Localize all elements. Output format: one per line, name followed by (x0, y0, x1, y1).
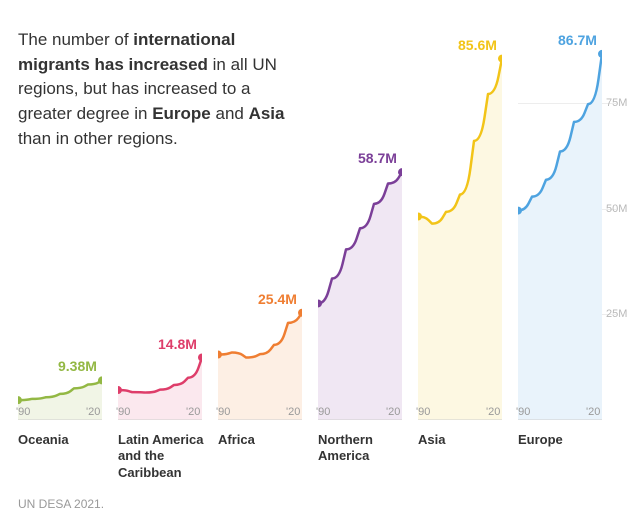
tick-start: '90 (216, 406, 230, 418)
tick-start: '90 (516, 406, 530, 418)
panel-africa (218, 40, 302, 420)
tick-end: '20 (286, 406, 300, 418)
value-label-oceania: 9.38M (58, 358, 97, 374)
end-marker (598, 50, 602, 58)
area-fill (518, 54, 602, 420)
panel-latin-america (118, 40, 202, 420)
tick-end: '20 (586, 406, 600, 418)
panel-name-northern-america: Northern America (318, 432, 400, 465)
end-marker (498, 55, 502, 63)
panel-name-asia: Asia (418, 432, 488, 448)
panel-name-europe: Europe (518, 432, 588, 448)
tick-start: '90 (416, 406, 430, 418)
tick-start: '90 (116, 406, 130, 418)
panel-svg-northern-america (318, 40, 402, 420)
panel-northern-america (318, 40, 402, 420)
panel-svg-latin-america (118, 40, 202, 420)
panel-asia (418, 40, 502, 420)
panel-name-latin-america: Latin America and the Caribbean (118, 432, 214, 481)
area-fill (318, 172, 402, 420)
tick-end: '20 (86, 406, 100, 418)
y-axis-label: 50M (606, 203, 627, 215)
area-fill (418, 59, 502, 420)
panel-svg-europe (518, 40, 602, 420)
tick-end: '20 (486, 406, 500, 418)
panel-name-oceania: Oceania (18, 432, 88, 448)
value-label-northern-america: 58.7M (358, 150, 397, 166)
panel-europe (518, 40, 602, 420)
area-fill (218, 313, 302, 420)
tick-end: '20 (186, 406, 200, 418)
value-label-asia: 85.6M (458, 37, 497, 53)
tick-end: '20 (386, 406, 400, 418)
value-label-africa: 25.4M (258, 291, 297, 307)
source-attribution: UN DESA 2021. (18, 497, 104, 511)
end-marker (198, 354, 202, 362)
y-axis-label: 75M (606, 97, 627, 109)
tick-start: '90 (16, 406, 30, 418)
chart-area: 25M 50M 75M 9.38M '90 '20 Oceania 14.8M '90 '20 La… (0, 0, 640, 525)
value-label-latin-america: 14.8M (158, 336, 197, 352)
panel-svg-asia (418, 40, 502, 420)
end-marker (398, 168, 402, 176)
value-label-europe: 86.7M (558, 32, 597, 48)
panel-svg-africa (218, 40, 302, 420)
y-axis-label: 25M (606, 308, 627, 320)
panel-name-africa: Africa (218, 432, 288, 448)
tick-start: '90 (316, 406, 330, 418)
